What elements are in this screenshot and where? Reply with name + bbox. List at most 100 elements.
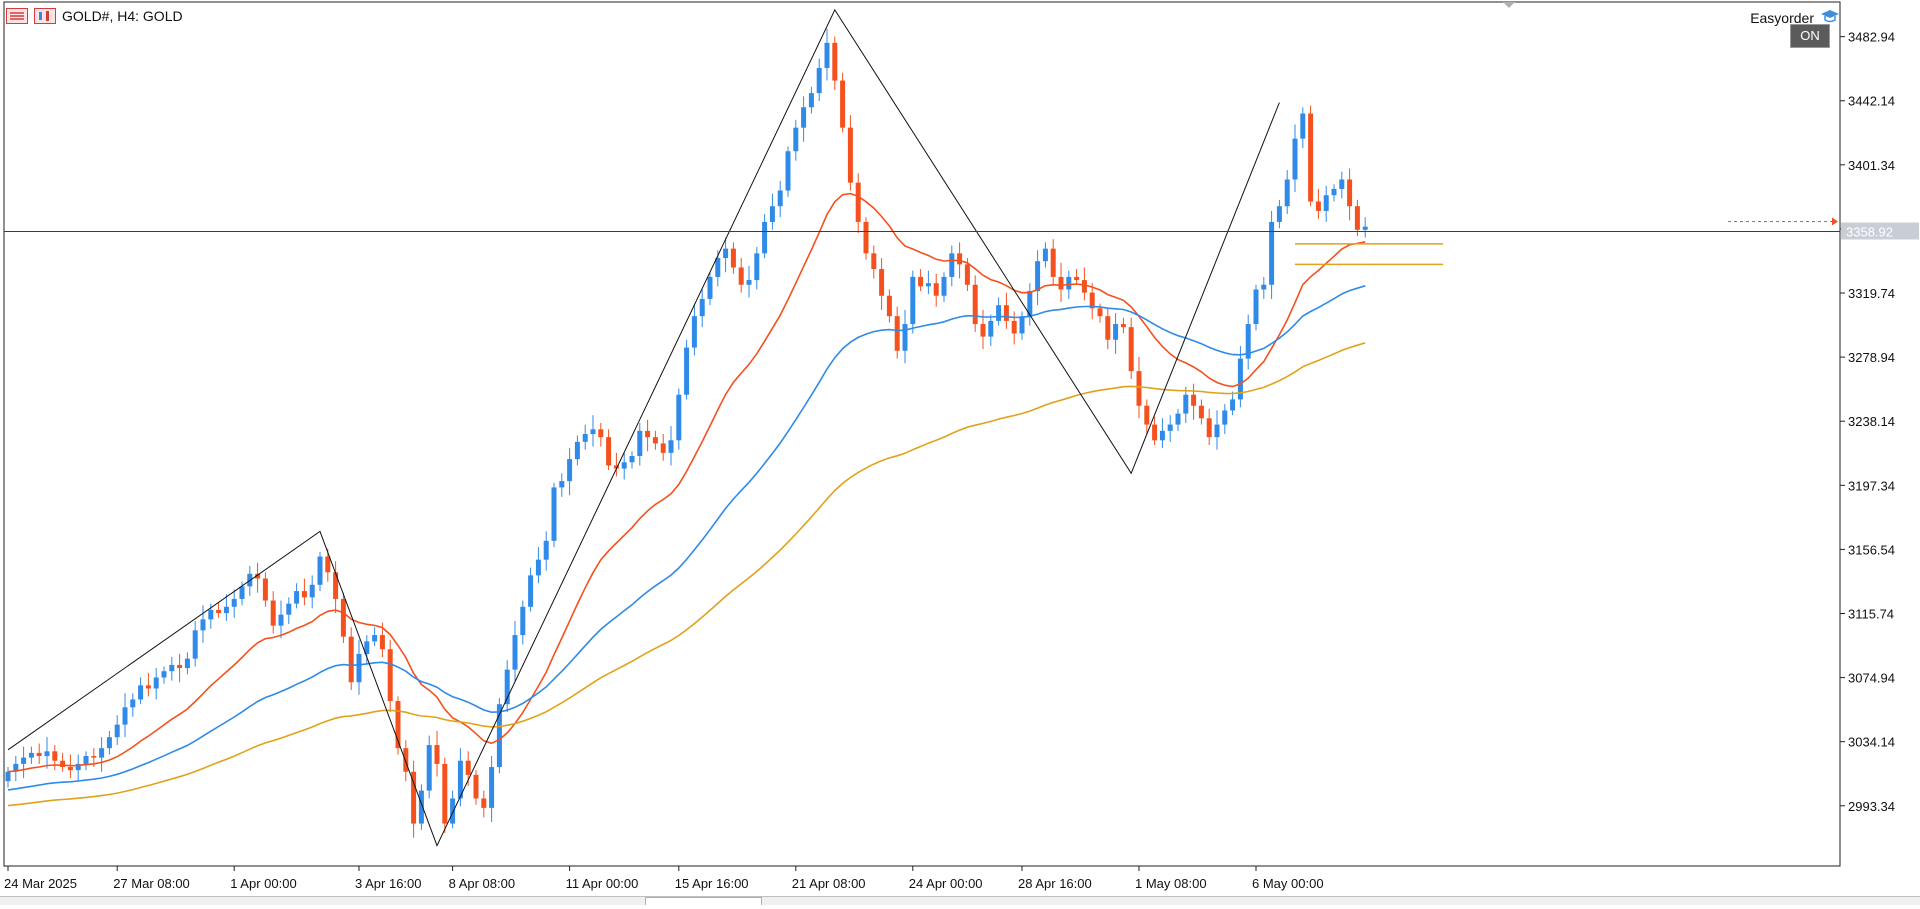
candle-body <box>988 320 994 337</box>
chart-shift-marker-icon[interactable] <box>1503 2 1515 8</box>
x-tick-label: 1 May 08:00 <box>1135 876 1207 891</box>
candle-body <box>957 253 963 265</box>
chart-tab[interactable] <box>645 897 762 905</box>
x-tick-label: 11 Apr 00:00 <box>566 876 639 891</box>
current-price-label: 3358.92 <box>1846 224 1893 239</box>
candle-body <box>996 305 1002 321</box>
x-tick-label: 28 Apr 16:00 <box>1018 876 1092 891</box>
candle-body <box>512 635 518 670</box>
candle-body <box>824 42 830 68</box>
candle-body <box>13 763 19 772</box>
candle-body <box>559 481 565 488</box>
x-tick-label: 21 Apr 08:00 <box>792 876 866 891</box>
y-tick-label: 3319.74 <box>1848 286 1895 301</box>
candle-body <box>660 443 666 453</box>
candle-body <box>1331 188 1337 196</box>
candle-body <box>169 664 175 672</box>
candle-body <box>1354 206 1360 230</box>
candle-body <box>1191 394 1197 406</box>
candle-body <box>1230 399 1236 411</box>
candle-body <box>457 760 463 799</box>
list-menu-icon[interactable] <box>6 8 28 24</box>
candle-body <box>1152 424 1158 441</box>
candle-body <box>1315 201 1321 211</box>
x-tick-label: 1 Apr 00:00 <box>230 876 297 891</box>
candle-body <box>1292 138 1298 180</box>
candle-body <box>894 316 900 351</box>
candle-body <box>1113 324 1119 340</box>
candle-body <box>621 462 627 469</box>
candle-body <box>1058 276 1064 290</box>
candle-body <box>1206 418 1212 438</box>
candle-body <box>535 559 541 576</box>
candle-body <box>1003 305 1009 321</box>
chart-tabs-bar <box>0 896 1920 905</box>
candle-body <box>925 283 931 287</box>
candle-body <box>52 751 58 761</box>
candle-body <box>411 771 417 824</box>
candle-body <box>28 752 34 758</box>
candle-body <box>372 635 378 642</box>
candle-body <box>777 190 783 207</box>
candle-body <box>99 748 105 758</box>
y-tick-label: 3278.94 <box>1848 350 1895 365</box>
candle-body <box>1066 276 1072 290</box>
easyorder-panel[interactable]: Easyorder <box>1750 8 1840 27</box>
candle-body <box>847 127 853 183</box>
candle-body <box>598 429 604 438</box>
candle-body <box>590 429 596 434</box>
candle-body <box>582 434 588 442</box>
candle-body <box>637 430 643 456</box>
candle-body <box>1284 179 1290 207</box>
candle-body <box>270 600 276 626</box>
candle-body <box>769 206 775 222</box>
candle-body <box>450 798 456 824</box>
candle-body <box>403 748 409 772</box>
candle-body <box>964 264 970 285</box>
candle-body <box>301 591 307 598</box>
candle-body <box>208 609 214 620</box>
candle-body <box>418 790 424 824</box>
candle-body <box>551 487 557 541</box>
candle-body <box>1074 276 1080 281</box>
candle-body <box>1261 284 1267 290</box>
chart-type-icon[interactable] <box>34 8 56 24</box>
y-tick-label: 3442.14 <box>1848 94 1895 109</box>
candle-body <box>832 42 838 81</box>
candle-body <box>317 556 323 585</box>
candle-body <box>613 465 619 469</box>
candle-body <box>395 701 401 749</box>
candle-body <box>567 459 573 482</box>
candle-body <box>1144 405 1150 425</box>
candle-body <box>1183 394 1189 414</box>
candle-body <box>816 67 822 94</box>
candle-body <box>356 653 362 683</box>
candle-body <box>972 284 978 325</box>
candle-body <box>177 664 183 669</box>
candle-body <box>918 276 924 287</box>
candle-body <box>75 763 81 771</box>
candle-body <box>668 440 674 453</box>
x-tick-label: 6 May 00:00 <box>1252 876 1324 891</box>
candle-body <box>1198 405 1204 419</box>
candle-body <box>808 93 814 108</box>
candle-body <box>1323 195 1329 211</box>
candle-body <box>44 751 50 757</box>
candle-body <box>1269 221 1275 285</box>
candle-body <box>863 221 869 254</box>
candle-body <box>496 704 502 768</box>
candle-body <box>1308 113 1314 202</box>
plot-area <box>3 1 1841 867</box>
graduation-cap-icon <box>1820 8 1840 27</box>
candle-body <box>153 677 159 689</box>
candle-body <box>231 598 237 607</box>
easyorder-status-badge[interactable]: ON <box>1790 24 1830 48</box>
candle-body <box>1167 424 1173 431</box>
candle-body <box>200 619 206 631</box>
candle-body <box>239 586 245 599</box>
easyorder-label: Easyorder <box>1750 9 1814 26</box>
candle-body <box>754 253 760 281</box>
candle-body <box>1245 324 1251 359</box>
candle-body <box>723 248 729 259</box>
